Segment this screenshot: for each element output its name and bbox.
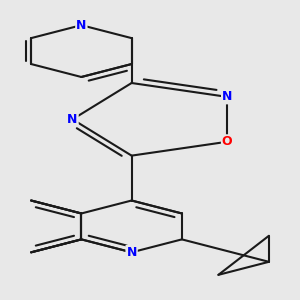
Text: N: N [67, 113, 78, 126]
Text: O: O [222, 135, 232, 148]
Text: N: N [76, 19, 86, 32]
Text: N: N [126, 246, 137, 259]
Text: N: N [222, 90, 232, 104]
